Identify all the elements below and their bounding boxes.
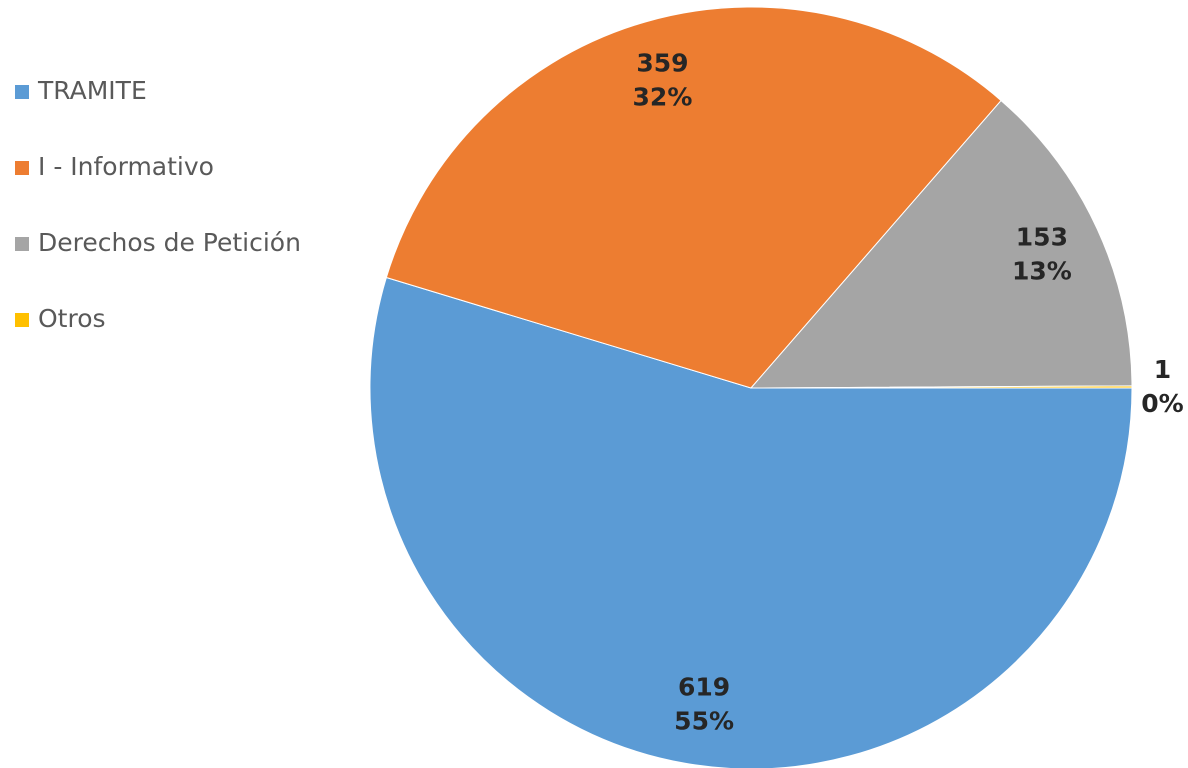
- data-label: 619: [678, 673, 730, 702]
- percentage-label: 55%: [674, 707, 734, 736]
- data-label: 1: [1154, 355, 1171, 384]
- legend-swatch: [15, 237, 29, 251]
- percentage-label: 0%: [1141, 389, 1183, 418]
- data-label: 359: [636, 48, 688, 77]
- pie-slice: [749, 99, 1133, 389]
- percentage-label: 13%: [1012, 257, 1072, 286]
- legend-label: Otros: [38, 304, 106, 333]
- percentage-label: 32%: [633, 82, 693, 111]
- data-label: 153: [1016, 223, 1068, 252]
- pie-slice: [750, 385, 1133, 389]
- legend-label: I - Informativo: [38, 152, 214, 181]
- legend-label: TRAMITE: [37, 76, 147, 105]
- pie-slice: [369, 276, 1133, 768]
- pie-slice: [385, 6, 1002, 389]
- legend-swatch: [15, 161, 29, 175]
- legend-label: Derechos de Petición: [38, 228, 301, 257]
- legend-swatch: [15, 85, 29, 99]
- legend-swatch: [15, 313, 29, 327]
